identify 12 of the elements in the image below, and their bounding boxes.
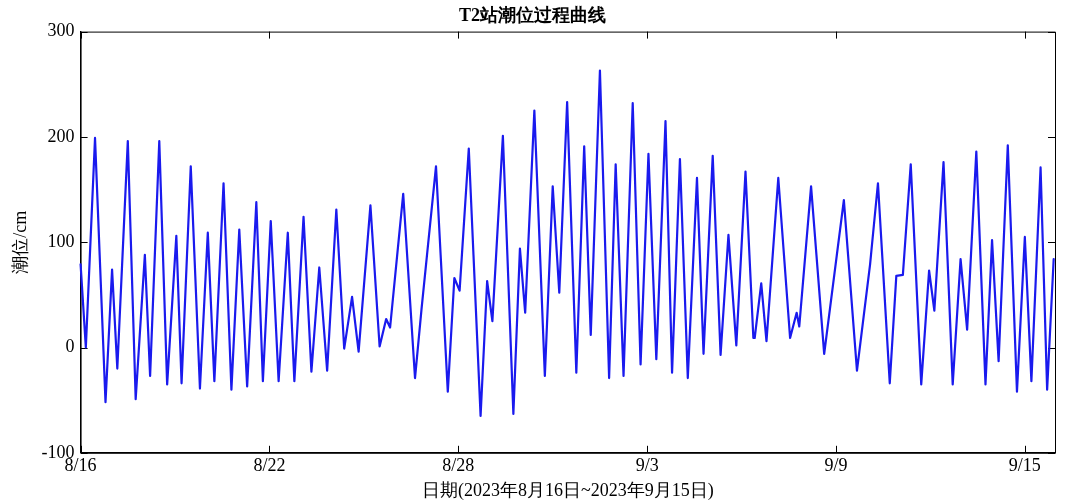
x-tick-label: 9/15 [1008, 455, 1041, 476]
x-tick-label: 9/9 [824, 455, 848, 476]
x-tick-label: 8/28 [442, 455, 475, 476]
x-tick-label: 9/3 [635, 455, 659, 476]
y-tick-label: 0 [65, 336, 75, 357]
y-tick-label: 300 [47, 20, 75, 41]
y-tick-label: 200 [47, 125, 75, 146]
y-axis-title: 潮位/cm [9, 210, 30, 274]
x-axis-title: 日期(2023年8月16日~2023年9月15日) [421, 479, 714, 501]
chart-title: T2站潮位过程曲线 [458, 5, 607, 26]
y-tick-label: 100 [47, 230, 75, 251]
x-tick-label: 8/22 [253, 455, 286, 476]
